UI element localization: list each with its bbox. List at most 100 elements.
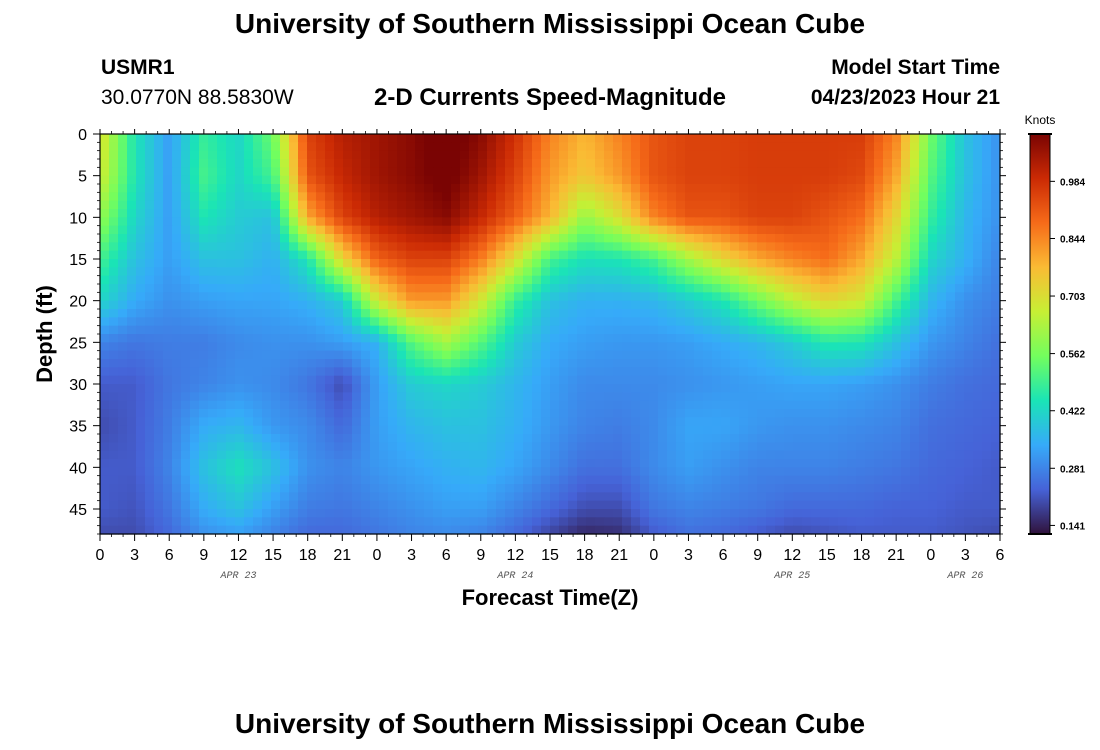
heatmap-cell bbox=[973, 317, 983, 327]
heatmap-cell bbox=[253, 200, 263, 210]
heatmap-cell bbox=[703, 367, 713, 377]
heatmap-cell bbox=[829, 459, 839, 468]
heatmap-cell bbox=[514, 300, 524, 310]
heatmap-cell bbox=[235, 167, 245, 177]
heatmap-cell bbox=[730, 300, 740, 310]
heatmap-cell bbox=[946, 192, 956, 202]
heatmap-cell bbox=[424, 459, 434, 468]
heatmap-cell bbox=[883, 267, 893, 277]
heatmap-cell bbox=[937, 517, 947, 527]
heatmap-cell bbox=[352, 225, 362, 235]
heatmap-cell bbox=[730, 484, 740, 493]
heatmap-cell bbox=[694, 309, 704, 318]
heatmap-cell bbox=[622, 200, 632, 210]
heatmap-cell bbox=[640, 300, 650, 310]
heatmap-cell bbox=[532, 400, 542, 410]
heatmap-cell bbox=[748, 267, 758, 277]
heatmap-cell bbox=[379, 434, 389, 443]
heatmap-cell bbox=[874, 242, 884, 252]
heatmap-cell bbox=[496, 275, 506, 285]
heatmap-cell bbox=[334, 292, 344, 302]
heatmap-cell bbox=[199, 409, 209, 418]
heatmap-cell bbox=[586, 475, 596, 485]
heatmap-cell bbox=[883, 359, 893, 368]
heatmap-cell bbox=[883, 217, 893, 227]
heatmap-cell bbox=[838, 284, 848, 293]
heatmap-cell bbox=[145, 300, 155, 310]
heatmap-cell bbox=[802, 350, 812, 360]
heatmap-cell bbox=[388, 500, 398, 510]
heatmap-cell bbox=[685, 225, 695, 235]
heatmap-cell bbox=[676, 209, 686, 218]
heatmap-cell bbox=[523, 475, 533, 485]
heatmap-cell bbox=[838, 192, 848, 202]
heatmap-cell bbox=[541, 400, 551, 410]
heatmap-cell bbox=[415, 367, 425, 377]
heatmap-cell bbox=[109, 284, 119, 293]
heatmap-cell bbox=[946, 209, 956, 218]
heatmap-cell bbox=[298, 267, 308, 277]
heatmap-cell bbox=[748, 450, 758, 460]
heatmap-cell bbox=[370, 409, 380, 418]
heatmap-cell bbox=[874, 250, 884, 260]
heatmap-cell bbox=[136, 284, 146, 293]
heatmap-cell bbox=[163, 150, 173, 160]
heatmap-cell bbox=[775, 150, 785, 160]
heatmap-cell bbox=[433, 484, 443, 493]
heatmap-cell bbox=[343, 417, 353, 427]
heatmap-cell bbox=[910, 525, 920, 535]
heatmap-cell bbox=[343, 509, 353, 518]
heatmap-cell bbox=[235, 234, 245, 243]
heatmap-cell bbox=[523, 292, 533, 302]
heatmap-cell bbox=[910, 417, 920, 427]
heatmap-cell bbox=[271, 184, 281, 193]
heatmap-cell bbox=[469, 242, 479, 252]
heatmap-cell bbox=[514, 284, 524, 293]
heatmap-cell bbox=[793, 350, 803, 360]
heatmap-cell bbox=[136, 384, 146, 393]
heatmap-cell bbox=[811, 134, 821, 143]
heatmap-cell bbox=[703, 509, 713, 518]
heatmap-cell bbox=[262, 334, 272, 343]
heatmap-cell bbox=[982, 392, 992, 402]
heatmap-cell bbox=[442, 425, 452, 435]
heatmap-cell bbox=[208, 417, 218, 427]
heatmap-cell bbox=[244, 450, 254, 460]
heatmap-cell bbox=[658, 150, 668, 160]
heatmap-cell bbox=[784, 325, 794, 335]
heatmap-cell bbox=[973, 384, 983, 393]
heatmap-cell bbox=[910, 175, 920, 185]
heatmap-cell bbox=[118, 292, 128, 302]
heatmap-cell bbox=[532, 525, 542, 535]
heatmap-cell bbox=[811, 409, 821, 418]
heatmap-cell bbox=[163, 134, 173, 143]
heatmap-cell bbox=[487, 400, 497, 410]
heatmap-cell bbox=[433, 217, 443, 227]
heatmap-cell bbox=[865, 200, 875, 210]
heatmap-cell bbox=[181, 475, 191, 485]
heatmap-cell bbox=[433, 334, 443, 343]
heatmap-cell bbox=[685, 142, 695, 152]
heatmap-cell bbox=[676, 359, 686, 368]
heatmap-cell bbox=[541, 200, 551, 210]
heatmap-cell bbox=[712, 300, 722, 310]
heatmap-cell bbox=[586, 250, 596, 260]
heatmap-cell bbox=[874, 375, 884, 385]
heatmap-cell bbox=[163, 467, 173, 477]
heatmap-cell bbox=[901, 400, 911, 410]
heatmap-cell bbox=[487, 517, 497, 527]
heatmap-cell bbox=[514, 175, 524, 185]
heatmap-cell bbox=[514, 317, 524, 327]
heatmap-cell bbox=[640, 509, 650, 518]
heatmap-cell bbox=[892, 309, 902, 318]
heatmap-cell bbox=[127, 275, 137, 285]
heatmap-cell bbox=[505, 200, 515, 210]
heatmap-cell bbox=[829, 375, 839, 385]
heatmap-cell bbox=[703, 192, 713, 202]
heatmap-cell bbox=[676, 192, 686, 202]
heatmap-cell bbox=[154, 184, 164, 193]
heatmap-cell bbox=[478, 234, 488, 243]
heatmap-cell bbox=[964, 459, 974, 468]
heatmap-cell bbox=[964, 467, 974, 477]
heatmap-cell bbox=[433, 225, 443, 235]
